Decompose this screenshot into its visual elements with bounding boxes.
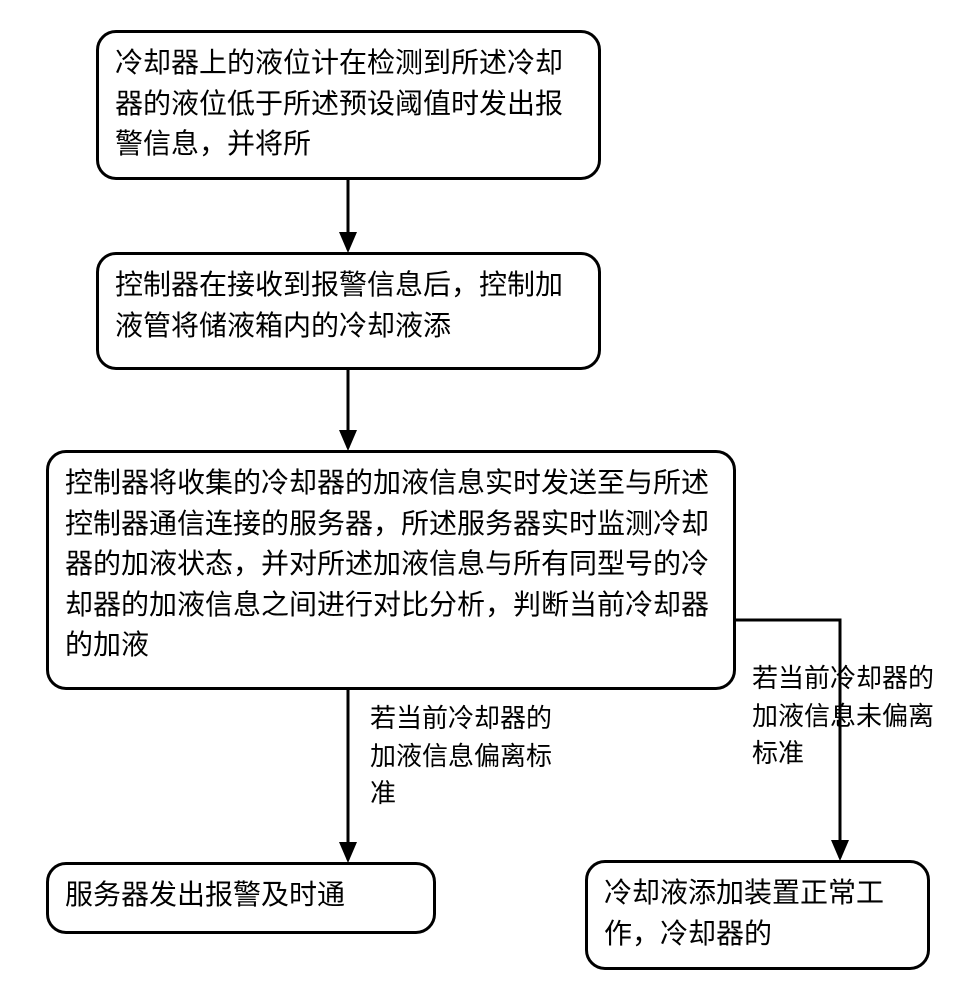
edge-label-deviate: 若当前冷却器的加液信息偏离标准 [370, 700, 570, 813]
node-text: 服务器发出报警及时通 [65, 875, 345, 916]
node-text: 冷却器上的液位计在检测到所述冷却器的液位低于所述预设阈值时发出报警信息，并将所 [115, 43, 582, 165]
node-server-alarm: 服务器发出报警及时通 [46, 862, 436, 934]
edge-label-not-deviate: 若当前冷却器的加液信息未偏离标准 [752, 660, 952, 773]
node-controller-add: 控制器在接收到报警信息后，控制加液管将储液箱内的冷却液添 [96, 252, 601, 370]
node-text: 控制器在接收到报警信息后，控制加液管将储液箱内的冷却液添 [115, 265, 582, 346]
node-text: 控制器将收集的冷却器的加液信息实时发送至与所述控制器通信连接的服务器，所述服务器… [65, 463, 717, 666]
node-alarm-detect: 冷却器上的液位计在检测到所述冷却器的液位低于所述预设阈值时发出报警信息，并将所 [96, 30, 601, 180]
node-text: 冷却液添加装置正常工作，冷却器的 [604, 873, 911, 954]
node-server-compare: 控制器将收集的冷却器的加液信息实时发送至与所述控制器通信连接的服务器，所述服务器… [46, 450, 736, 690]
flowchart-canvas: 冷却器上的液位计在检测到所述冷却器的液位低于所述预设阈值时发出报警信息，并将所 … [0, 0, 980, 1000]
node-normal-work: 冷却液添加装置正常工作，冷却器的 [585, 860, 930, 970]
